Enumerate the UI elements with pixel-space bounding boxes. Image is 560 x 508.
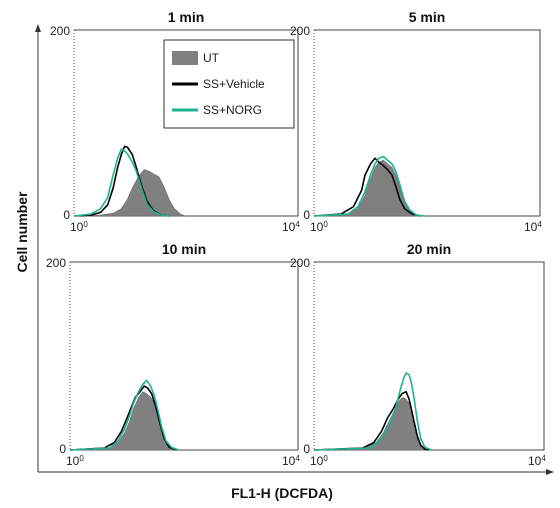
- histogram-ss-vehicle: [313, 157, 422, 217]
- y-tick-label: 0: [303, 208, 310, 222]
- y-tick-label: 200: [290, 256, 310, 270]
- x-tick-label: 100: [66, 454, 84, 469]
- panel-title: 20 min: [407, 241, 451, 257]
- histogram-ss-vehicle: [313, 390, 430, 451]
- histogram-ss-vehicle: [69, 385, 178, 451]
- panel-frame: [70, 261, 299, 451]
- histogram-ss-norg: [73, 148, 170, 217]
- legend-swatch-ut: [172, 51, 198, 65]
- y-tick-label: 200: [50, 24, 70, 38]
- legend-label: SS+Vehicle: [203, 77, 265, 91]
- histogram-ss-vehicle: [73, 145, 170, 217]
- x-tick-label: 104: [282, 454, 300, 469]
- x-tick-label: 104: [528, 454, 546, 469]
- y-tick-label: 200: [46, 256, 66, 270]
- histogram-ut: [73, 169, 187, 217]
- y-axis-label: Cell number: [14, 191, 30, 272]
- legend-label: SS+NORG: [203, 103, 262, 117]
- x-tick-label: 100: [310, 220, 328, 235]
- x-tick-label: 104: [524, 220, 542, 235]
- x-axis-label: FL1-H (DCFDA): [231, 485, 333, 501]
- panel-frame: [314, 261, 545, 451]
- y-tick-label: 200: [290, 24, 310, 38]
- histogram-ut: [69, 391, 179, 451]
- legend: UT SS+Vehicle SS+NORG: [163, 39, 295, 129]
- outer-x-axis-arrow: [546, 469, 554, 475]
- histogram-ss-norg: [313, 155, 425, 217]
- panel-title: 10 min: [162, 241, 206, 257]
- y-tick-label: 0: [63, 208, 70, 222]
- histogram-ut: [313, 397, 430, 451]
- panel-title: 5 min: [409, 9, 446, 25]
- y-tick-label: 0: [303, 442, 310, 456]
- x-tick-label: 100: [310, 454, 328, 469]
- outer-y-axis-arrow: [35, 24, 41, 32]
- y-tick-label: 0: [59, 442, 66, 456]
- x-tick-label: 100: [70, 220, 88, 235]
- legend-label: UT: [203, 51, 220, 65]
- panel-title: 1 min: [168, 9, 205, 25]
- histogram-ss-norg: [69, 379, 179, 451]
- histogram-ss-norg: [313, 372, 432, 451]
- panel-frame: [314, 29, 541, 217]
- x-tick-label: 104: [282, 220, 300, 235]
